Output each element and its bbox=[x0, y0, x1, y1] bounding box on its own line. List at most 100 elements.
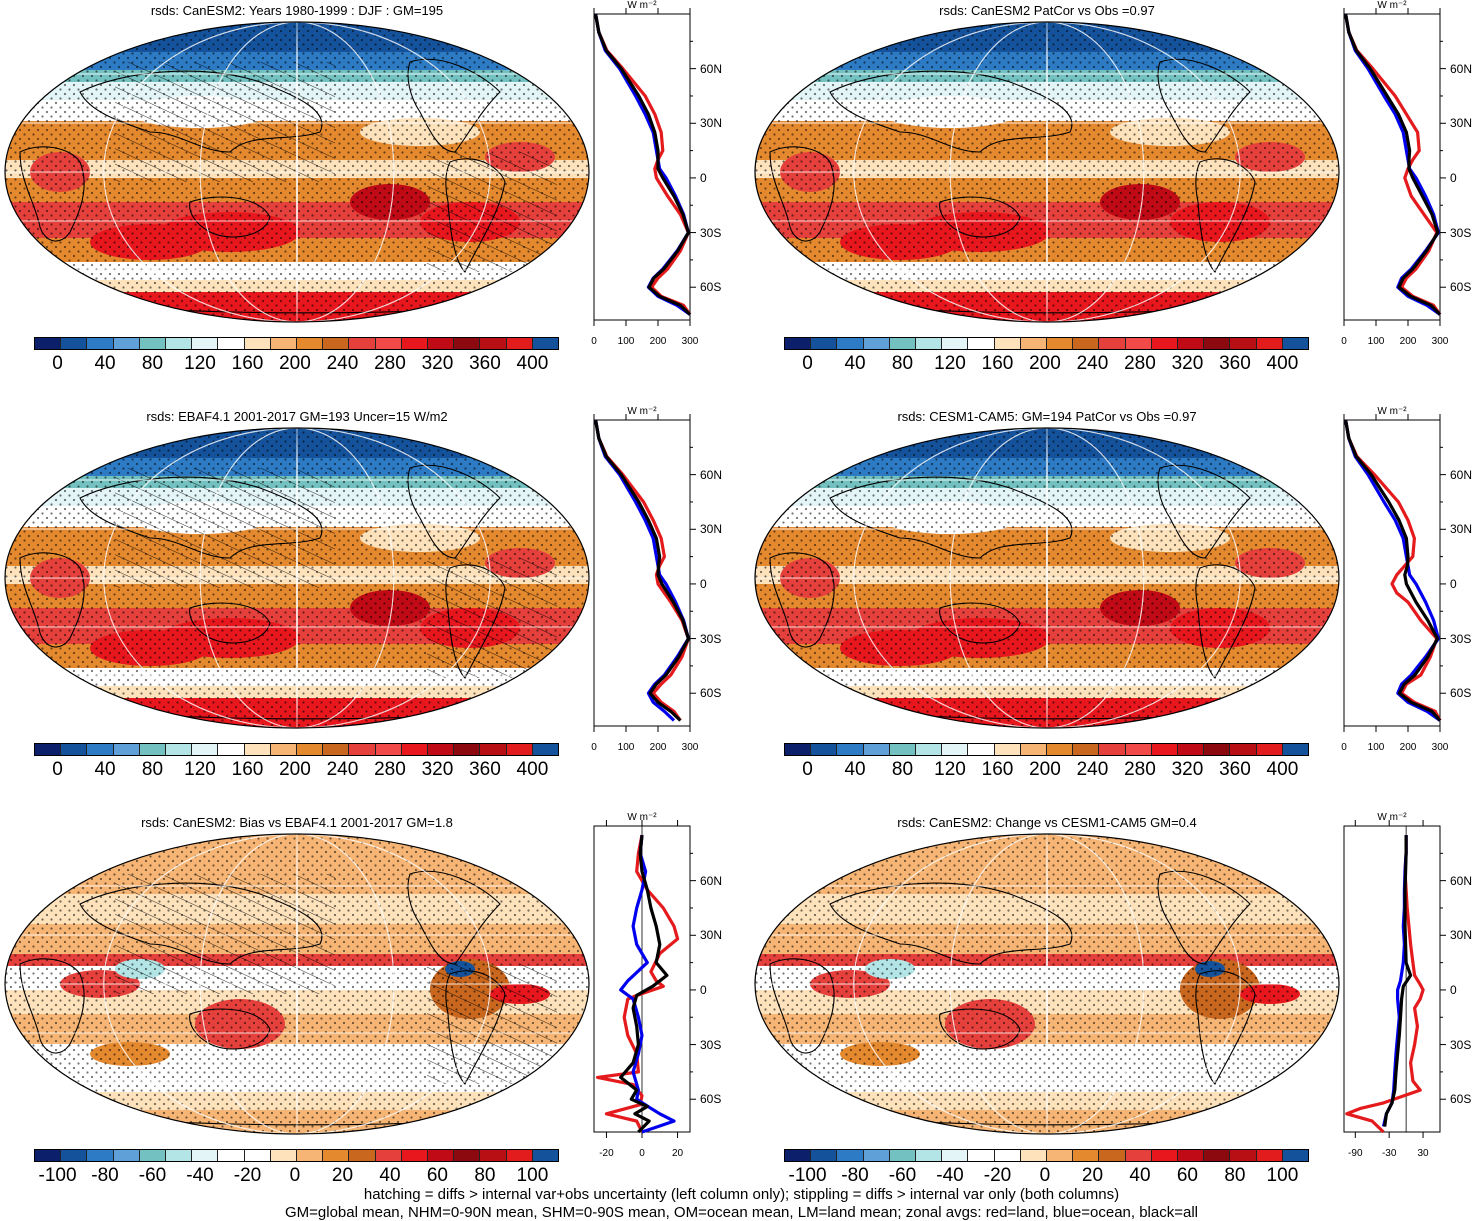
colorbar-swatch bbox=[166, 1150, 193, 1161]
colorbar-tick-label: 200 bbox=[1029, 759, 1061, 780]
colorbar-swatch bbox=[349, 744, 376, 755]
colorbar-tick-label: -60 bbox=[138, 1165, 167, 1186]
colorbar-swatch bbox=[811, 1150, 838, 1161]
colorbar-swatch bbox=[35, 338, 62, 349]
colorbar-swatch bbox=[480, 744, 507, 755]
zonal-x-tick-label: 300 bbox=[1431, 742, 1449, 753]
colorbar-tick-label: 280 bbox=[374, 759, 406, 780]
colorbar-tick-label: 160 bbox=[981, 759, 1014, 780]
colorbar-tick-label: 80 bbox=[141, 759, 164, 780]
zonal-series-land bbox=[594, 419, 690, 722]
colorbar-tick-label: 360 bbox=[469, 353, 501, 374]
colorbar-swatch bbox=[506, 1150, 533, 1161]
panel-p5: rsds: CanESM2: Bias vs EBAF4.1 2001-2017… bbox=[0, 812, 740, 1212]
colorbar-tick-label: 280 bbox=[1124, 759, 1156, 780]
colorbar-tick-label: 240 bbox=[1076, 759, 1109, 780]
colorbar bbox=[34, 1149, 559, 1162]
footer-line-1: hatching = diffs > internal var+obs unce… bbox=[363, 1186, 1120, 1203]
colorbar-swatch bbox=[889, 744, 917, 755]
colorbar-swatch bbox=[968, 338, 995, 349]
colorbar-swatch bbox=[1204, 1150, 1231, 1161]
zonal-lat-label: 30N bbox=[700, 522, 723, 537]
zonal-x-tick-label: 300 bbox=[681, 336, 699, 347]
colorbar-tick-label: 400 bbox=[516, 353, 549, 374]
colorbar-swatch bbox=[270, 1150, 298, 1161]
colorbar-swatch bbox=[297, 1150, 324, 1161]
zonal-series-all bbox=[594, 13, 692, 316]
map-field bbox=[5, 428, 589, 728]
colorbar-swatch bbox=[139, 338, 167, 349]
colorbar-tick-label: -80 bbox=[841, 1165, 869, 1186]
zonal-mean-plot bbox=[1343, 820, 1446, 1138]
colorbar-swatch bbox=[349, 338, 376, 349]
colorbar-swatch bbox=[87, 1150, 114, 1161]
zonal-x-tick-label: 0 bbox=[1341, 742, 1347, 753]
colorbar-swatch bbox=[244, 338, 271, 349]
zonal-unit-label: W m⁻² bbox=[1377, 812, 1407, 823]
zonal-lat-label: 0 bbox=[1450, 576, 1457, 591]
zonal-mean-plot bbox=[593, 8, 696, 326]
colorbar-swatch bbox=[375, 744, 402, 755]
zonal-lat-label: 30N bbox=[1450, 116, 1473, 131]
zonal-series-all bbox=[1383, 835, 1413, 1127]
colorbar-tick-label: -100 bbox=[788, 1165, 827, 1186]
colorbar-swatch bbox=[811, 744, 838, 755]
zonal-lat-label: 60N bbox=[1450, 467, 1473, 482]
colorbar-swatch bbox=[916, 744, 943, 755]
graticule bbox=[5, 22, 589, 322]
zonal-lat-label: 0 bbox=[700, 576, 707, 591]
colorbar bbox=[34, 743, 559, 756]
panel-p2: rsds: CanESM2 PatCor vs Obs =0.97 0 40 80 12… bbox=[750, 0, 1483, 400]
colorbar-tick-label: 120 bbox=[934, 759, 966, 780]
zonal-lat-label: 60S bbox=[700, 686, 722, 701]
colorbar-swatch bbox=[349, 1150, 376, 1161]
colorbar-swatch bbox=[968, 1150, 995, 1161]
zonal-mean-plot bbox=[593, 414, 696, 732]
zonal-unit-label: W m⁻² bbox=[1377, 0, 1407, 11]
colorbar-tick-label: 240 bbox=[326, 759, 359, 780]
colorbar-swatch bbox=[401, 744, 429, 755]
zonal-lat-label: 60N bbox=[700, 467, 723, 482]
colorbar-swatch bbox=[1047, 744, 1074, 755]
colorbar-swatch bbox=[1125, 1150, 1152, 1161]
colorbar-swatch bbox=[35, 744, 62, 755]
colorbar-tick-label: 280 bbox=[374, 353, 406, 374]
zonal-series-land bbox=[1344, 419, 1442, 722]
colorbar-swatch bbox=[506, 744, 533, 755]
zonal-x-tick-label: 0 bbox=[591, 336, 597, 347]
colorbar-swatch bbox=[192, 1150, 219, 1161]
map-title: rsds: CanESM2: Bias vs EBAF4.1 2001-2017… bbox=[141, 815, 453, 830]
zonal-mean-plot bbox=[1343, 8, 1446, 326]
colorbar-tick-label: 320 bbox=[1171, 353, 1204, 374]
colorbar-swatch bbox=[1020, 1150, 1048, 1161]
colorbar-tick-label: 200 bbox=[1029, 353, 1061, 374]
colorbar-swatch bbox=[942, 338, 969, 349]
zonal-series-ocean bbox=[1344, 419, 1441, 722]
zonal-x-tick-label: 100 bbox=[1367, 336, 1385, 347]
zonal-lat-label: 30N bbox=[700, 116, 723, 131]
robinson-map bbox=[4, 427, 590, 729]
colorbar-swatch bbox=[192, 744, 219, 755]
colorbar-tick-label: 120 bbox=[184, 759, 216, 780]
zonal-lat-label: 0 bbox=[700, 170, 707, 185]
colorbar-swatch bbox=[401, 1150, 429, 1161]
zonal-lat-label: 30N bbox=[1450, 522, 1473, 537]
zonal-series-ocean bbox=[594, 419, 690, 722]
colorbar-swatch bbox=[1099, 744, 1126, 755]
colorbar-swatch bbox=[968, 744, 995, 755]
colorbar-tick-label: 80 bbox=[1224, 1165, 1246, 1186]
colorbar-tick-label: 20 bbox=[331, 1165, 354, 1186]
colorbar-tick-label: 400 bbox=[1266, 353, 1299, 374]
colorbar-tick-label: 40 bbox=[844, 759, 866, 780]
colorbar-swatch bbox=[1125, 338, 1152, 349]
colorbar-swatch bbox=[863, 1150, 890, 1161]
colorbar-swatch bbox=[192, 338, 219, 349]
zonal-x-tick-label: 200 bbox=[649, 742, 667, 753]
colorbar-tick-label: 360 bbox=[1219, 353, 1251, 374]
colorbar-tick-label: 0 bbox=[52, 353, 63, 374]
colorbar-tick-label: 320 bbox=[421, 759, 454, 780]
colorbar-swatch bbox=[454, 1150, 481, 1161]
colorbar-swatch bbox=[1047, 338, 1074, 349]
colorbar-tick-label: 0 bbox=[1039, 1165, 1051, 1186]
colorbar-tick-label: 160 bbox=[231, 353, 264, 374]
